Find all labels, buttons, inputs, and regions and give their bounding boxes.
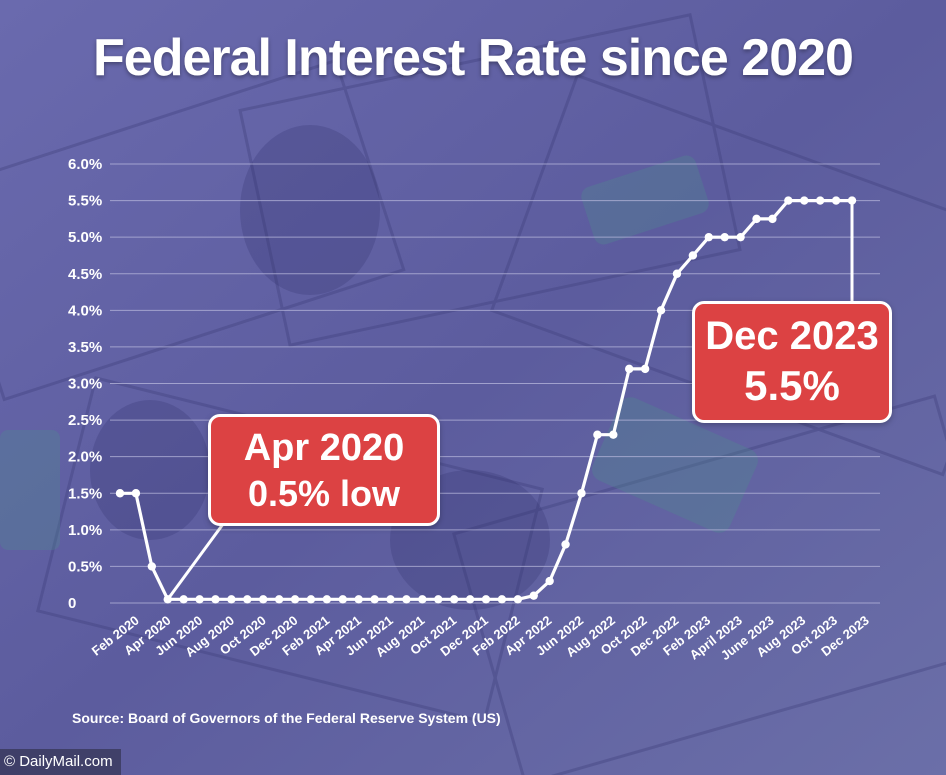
callout-low-leader [166,519,228,601]
data-point [465,595,475,604]
callout-low: Apr 2020 0.5% low [208,414,440,526]
data-point [179,595,188,604]
data-point [704,232,713,242]
data-point [672,269,682,278]
y-tick-label: 1.5% [68,485,102,502]
callout-low-date: Apr 2020 [243,427,405,469]
data-point [784,196,793,205]
data-point [322,595,332,604]
y-tick-label: 4.5% [68,266,102,283]
y-tick-label: 5.0% [68,229,102,246]
data-point [656,306,666,315]
data-point [720,232,729,242]
data-point [354,595,363,604]
data-point [434,595,443,604]
data-point [815,196,825,205]
data-point [513,595,523,604]
data-point [800,196,809,205]
data-point [227,595,236,604]
source-note: Source: Board of Governors of the Federa… [72,710,501,726]
data-point [640,364,650,374]
y-tick-label: 3.5% [68,339,102,356]
data-point [243,595,252,604]
data-point [402,595,411,604]
callout-leader-lines [166,200,854,601]
data-point [625,364,634,374]
y-tick-label: 2.0% [68,449,102,466]
data-point [386,595,395,604]
data-point [593,430,602,439]
series-rate [115,196,857,604]
data-point [115,489,125,498]
publisher-credit: © DailyMail.com [0,749,121,775]
chart-title: Federal Interest Rate since 2020 [93,29,854,87]
data-point [768,214,777,224]
data-point [418,595,427,604]
data-point [752,214,761,224]
data-point [211,595,220,604]
data-point [147,562,157,571]
data-point [306,595,316,604]
data-point [481,595,491,604]
y-tick-label: 0.5% [68,558,102,575]
data-point [131,489,141,498]
data-point [831,196,841,205]
y-tick-label: 4.0% [68,302,102,319]
data-point [545,576,554,586]
data-point [163,595,172,604]
callout-latest: Dec 2023 5.5% [692,301,892,423]
callout-latest-date: Dec 2023 [705,314,879,358]
data-point [577,489,586,498]
data-point [290,595,300,604]
data-point [529,591,538,600]
data-point [609,430,618,439]
data-point [274,595,284,604]
data-point [497,595,507,604]
y-tick-label: 6.0% [68,156,102,173]
data-point [561,540,570,549]
y-tick-label: 5.5% [68,193,102,210]
data-point [338,595,347,604]
y-axis-tick-labels: 0 0.5% 1.0% 1.5% 2.0% 2.5% 3.0% 3.5% 4.0% 4.5% 5.0… [68,156,102,612]
data-point [847,196,857,205]
data-point [370,595,379,604]
callout-latest-value: 5.5% [744,362,840,409]
data-point [449,595,459,604]
data-point [259,595,268,604]
data-point [736,232,745,242]
y-tick-label: 3.0% [68,376,102,393]
callout-low-value: 0.5% low [247,473,401,514]
y-tick-label: 2.5% [68,412,102,429]
data-point [195,595,204,604]
y-tick-label: 0 [68,595,76,612]
y-tick-label: 1.0% [68,522,102,539]
data-point [688,251,698,260]
